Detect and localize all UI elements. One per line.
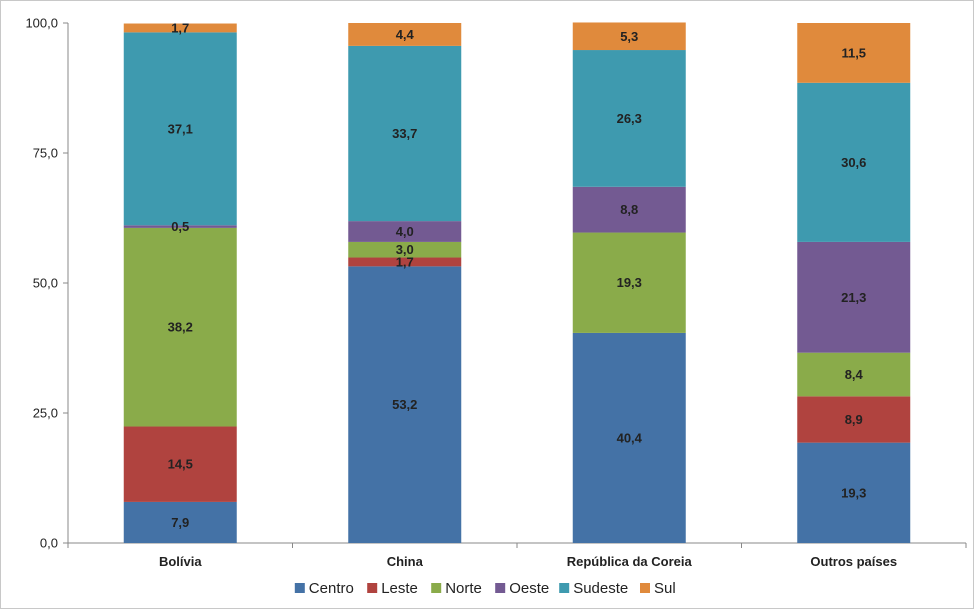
data-label-leste-china: 1,7: [396, 254, 414, 269]
data-label-norte-china: 3,0: [396, 242, 414, 257]
legend-label-sudeste: Sudeste: [573, 580, 628, 597]
bar-segment-sul-outros-paises: [797, 23, 911, 83]
y-tick-label: 50,0: [33, 276, 58, 291]
data-label-sul-china: 4,4: [396, 27, 415, 42]
x-category-label: Bolívia: [159, 554, 202, 569]
data-label-oeste-bolivia: 0,5: [171, 219, 189, 234]
x-category-label: República da Coreia: [567, 554, 693, 569]
bar-segment-leste-outros-paises: [797, 396, 911, 443]
legend-swatch-leste: [367, 583, 378, 593]
legend-label-sul: Sul: [654, 580, 676, 597]
data-label-norte-republica-da-coreia: 19,3: [617, 275, 642, 290]
legend-swatch-norte: [431, 583, 442, 593]
legend-label-norte: Norte: [445, 580, 482, 597]
data-label-centro-republica-da-coreia: 40,4: [617, 430, 643, 445]
bar-segment-centro-outros-paises: [797, 442, 911, 543]
bar-segment-centro-china: [348, 266, 462, 543]
data-label-leste-outros-paises: 8,9: [845, 412, 863, 427]
bar-segment-sul-china: [348, 23, 462, 46]
data-label-centro-outros-paises: 19,3: [841, 485, 866, 500]
legend: Centro Leste Norte Oeste Sudeste Sul: [294, 580, 676, 597]
legend-swatch-oeste: [495, 583, 506, 593]
bar-segment-oeste-outros-paises: [797, 241, 911, 353]
legend-label-centro: Centro: [309, 580, 354, 597]
data-label-sudeste-outros-paises: 30,6: [841, 155, 866, 170]
bar-segment-oeste-china: [348, 221, 462, 242]
data-label-sudeste-china: 33,7: [392, 126, 417, 141]
data-label-norte-outros-paises: 8,4: [845, 367, 864, 382]
bar-segment-leste-china: [348, 257, 462, 267]
bar-segment-sudeste-republica-da-coreia: [572, 50, 686, 187]
y-tick-label: 100,0: [25, 16, 58, 31]
data-label-sul-outros-paises: 11,5: [841, 45, 866, 60]
data-label-centro-bolivia: 7,9: [171, 515, 189, 530]
data-label-oeste-republica-da-coreia: 8,8: [620, 202, 638, 217]
y-tick-label: 75,0: [33, 146, 58, 161]
bar-segment-norte-bolivia: [123, 227, 237, 427]
bar-segment-sul-bolivia: [123, 23, 237, 33]
bar-segment-norte-outros-paises: [797, 352, 911, 397]
bar-segment-sudeste-bolivia: [123, 32, 237, 226]
legend-label-leste: Leste: [381, 580, 418, 597]
data-label-sul-bolivia: 1,7: [171, 20, 189, 35]
bars: [123, 22, 911, 543]
bar-segment-norte-republica-da-coreia: [572, 232, 686, 333]
data-labels: 7,914,538,20,537,11,753,21,73,04,033,74,…: [168, 20, 867, 530]
data-label-sudeste-bolivia: 37,1: [168, 121, 193, 136]
bar-segment-oeste-republica-da-coreia: [572, 186, 686, 233]
data-label-sul-republica-da-coreia: 5,3: [620, 29, 638, 44]
legend-swatch-sudeste: [559, 583, 570, 593]
x-category-label: Outros países: [810, 554, 897, 569]
y-tick-label: 25,0: [33, 406, 58, 421]
data-label-norte-bolivia: 38,2: [168, 320, 193, 335]
data-label-centro-china: 53,2: [392, 397, 417, 412]
bar-segment-leste-bolivia: [123, 426, 237, 502]
legend-swatch-centro: [294, 583, 305, 593]
data-label-oeste-outros-paises: 21,3: [841, 290, 866, 305]
legend-label-oeste: Oeste: [509, 580, 549, 597]
x-category-label: China: [387, 554, 424, 569]
bar-segment-sudeste-outros-paises: [797, 82, 911, 242]
bar-segment-norte-china: [348, 241, 462, 258]
data-label-oeste-china: 4,0: [396, 224, 414, 239]
y-tick-label: 0,0: [40, 536, 58, 551]
bar-segment-sul-republica-da-coreia: [572, 22, 686, 51]
bar-segment-oeste-bolivia: [123, 225, 237, 228]
bar-segment-centro-bolivia: [123, 501, 237, 543]
data-label-leste-bolivia: 14,5: [168, 457, 193, 472]
data-label-sudeste-republica-da-coreia: 26,3: [617, 111, 642, 126]
bar-segment-sudeste-china: [348, 45, 462, 222]
legend-swatch-sul: [640, 583, 650, 593]
bar-segment-centro-republica-da-coreia: [572, 332, 686, 543]
